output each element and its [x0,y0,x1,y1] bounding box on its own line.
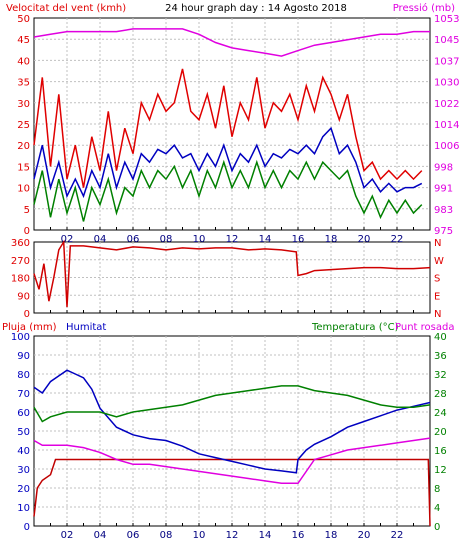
right-tick-label: 983 [434,205,453,216]
x-tick-label-bottom: 06 [127,530,140,541]
left-tick-label: 10 [17,503,30,514]
right-tick-label: 1014 [434,120,459,131]
right-tick-label: 991 [434,184,453,195]
x-tick-label-bottom: 04 [94,530,107,541]
left-tick-label: 20 [17,141,30,152]
right-tick-label: S [434,274,440,285]
right-tick-label: N [434,309,441,320]
humidity-label: Humitat [66,322,106,333]
x-tick-label-bottom: 10 [193,530,206,541]
series-line-2 [33,68,423,188]
right-tick-label: 998 [434,162,453,173]
right-tick-label: 1045 [434,35,459,46]
x-tick-label: 02 [61,234,74,245]
left-tick-label: 90 [17,351,30,362]
right-tick-label: 1030 [434,78,459,89]
x-tick-label-bottom: 20 [358,530,371,541]
direction-line [33,239,431,308]
series-line-1 [33,458,431,527]
series-line-2 [33,369,431,474]
right-tick-label: 16 [434,446,447,457]
x-tick-label-bottom: 14 [259,530,272,541]
x-tick-label-bottom: 12 [226,530,239,541]
right-tick-label: 24 [434,408,447,419]
right-tick-label: 1022 [434,99,459,110]
left-tick-label: 360 [11,238,30,249]
left-tick-label: 180 [11,274,30,285]
right-tick-label: 28 [434,389,447,400]
left-tick-label: 15 [17,162,30,173]
left-tick-label: 0 [24,522,30,533]
chart-title: 24 hour graph day : 14 Agosto 2018 [165,3,347,14]
dewpoint-label: Punt rosada [395,322,454,333]
left-tick-label: 5 [24,205,30,216]
rain-label: Pluja (mm) [2,322,57,333]
temperature-label: Temperatura (°C) [311,322,399,333]
right-tick-label: W [434,256,444,267]
right-tick-label: 40 [434,332,447,343]
x-tick-label: 14 [259,234,272,245]
x-tick-label-bottom: 02 [61,530,74,541]
left-axis-title: Velocitat del vent (kmh) [6,3,126,14]
right-tick-label: 36 [434,351,447,362]
right-tick-label: 1053 [434,14,459,25]
left-tick-label: 100 [11,332,30,343]
series-line-4 [33,159,423,222]
left-tick-label: 40 [17,56,30,67]
series-line-1 [33,28,430,57]
left-tick-label: 70 [17,389,30,400]
x-tick-label-bottom: 22 [391,530,404,541]
x-tick-label: 16 [292,234,305,245]
left-tick-label: 80 [17,370,30,381]
x-tick-label: 10 [193,234,206,245]
left-tick-label: 90 [17,291,30,302]
left-tick-label: 45 [17,35,30,46]
left-tick-label: 20 [17,484,30,495]
x-tick-label-bottom: 08 [160,530,173,541]
right-tick-label: 1006 [434,141,459,152]
right-tick-label: 8 [434,484,440,495]
right-tick-label: 20 [434,427,447,438]
x-tick-label-bottom: 18 [325,530,338,541]
left-tick-label: 10 [17,184,30,195]
right-tick-label: 975 [434,226,453,237]
x-tick-label: 18 [325,234,338,245]
left-tick-label: 25 [17,120,30,131]
left-tick-label: 50 [17,14,30,25]
x-tick-label: 06 [127,234,140,245]
left-tick-label: 40 [17,446,30,457]
left-tick-label: 0 [24,309,30,320]
left-tick-label: 30 [17,465,30,476]
x-tick-label: 22 [391,234,404,245]
left-tick-label: 0 [24,226,30,237]
x-tick-label: 04 [94,234,107,245]
right-axis-title: Pressió (mb) [393,2,455,14]
x-tick-label: 08 [160,234,173,245]
left-tick-label: 50 [17,427,30,438]
x-tick-label-bottom: 16 [292,530,305,541]
right-tick-label: 32 [434,370,447,381]
series-line-3 [33,385,431,423]
x-tick-label: 12 [226,234,239,245]
left-tick-label: 270 [11,256,30,267]
left-tick-label: 30 [17,99,30,110]
left-tick-label: 35 [17,78,30,89]
right-tick-label: 4 [434,503,440,514]
right-tick-label: 12 [434,465,447,476]
series-line-3 [33,126,423,199]
right-tick-label: 1037 [434,56,459,67]
x-tick-label: 20 [358,234,371,245]
right-tick-label: N [434,238,441,249]
left-tick-label: 60 [17,408,30,419]
right-tick-label: 0 [434,522,440,533]
series-line-4 [33,437,431,485]
right-tick-label: E [434,291,440,302]
